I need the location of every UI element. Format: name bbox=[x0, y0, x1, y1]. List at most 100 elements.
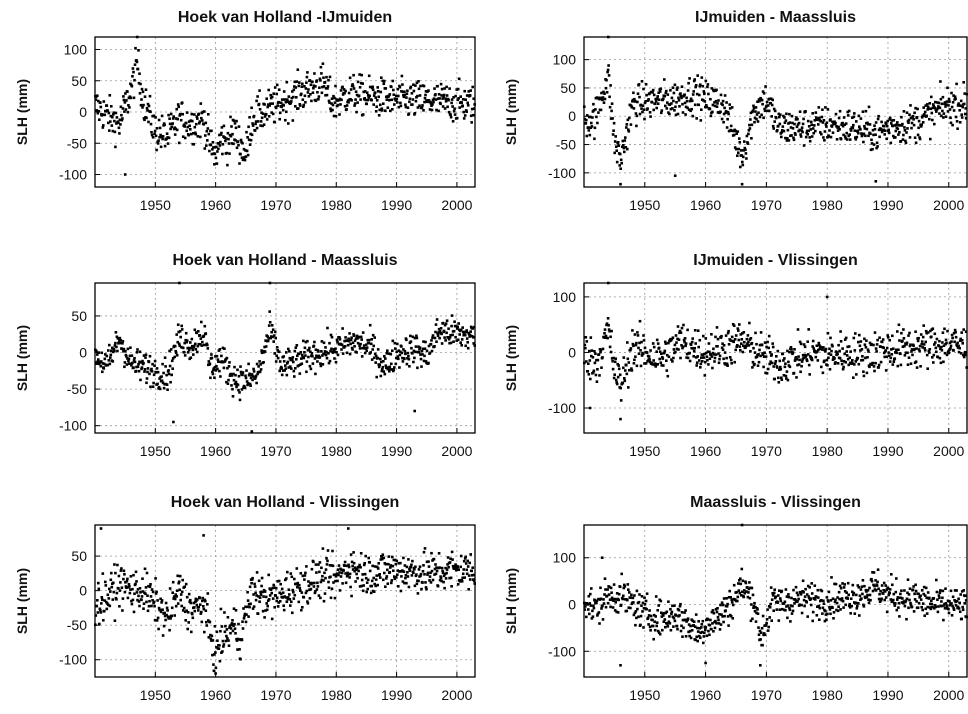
y-tick-label: -100 bbox=[59, 418, 87, 434]
data-point bbox=[174, 351, 178, 355]
data-point bbox=[846, 357, 850, 361]
data-point bbox=[696, 630, 700, 633]
data-point bbox=[945, 341, 948, 345]
data-point bbox=[349, 553, 353, 556]
data-point bbox=[351, 341, 355, 345]
data-point bbox=[877, 587, 880, 591]
data-point bbox=[415, 334, 418, 338]
data-point bbox=[614, 145, 618, 148]
data-point bbox=[919, 365, 922, 368]
data-point bbox=[829, 353, 833, 356]
data-point bbox=[297, 364, 301, 367]
data-point bbox=[408, 365, 411, 368]
data-point bbox=[258, 600, 261, 603]
data-point bbox=[914, 589, 918, 593]
data-point bbox=[778, 359, 782, 363]
data-point bbox=[168, 122, 172, 126]
y-axis-label: SLH (mm) bbox=[503, 568, 519, 634]
data-point bbox=[871, 147, 874, 151]
data-point bbox=[438, 566, 441, 569]
data-point bbox=[395, 97, 399, 101]
data-point bbox=[922, 592, 925, 596]
data-point bbox=[596, 121, 599, 125]
data-point bbox=[133, 63, 137, 66]
data-point bbox=[953, 599, 956, 602]
data-point bbox=[232, 624, 235, 627]
data-point bbox=[387, 555, 391, 558]
data-point bbox=[784, 609, 787, 612]
data-point bbox=[904, 139, 907, 143]
data-point bbox=[337, 573, 340, 577]
data-point bbox=[698, 84, 702, 88]
data-point bbox=[269, 335, 273, 338]
data-point bbox=[868, 123, 872, 126]
data-point bbox=[386, 367, 390, 371]
data-point bbox=[309, 587, 313, 591]
plot-frame bbox=[94, 282, 476, 434]
data-point bbox=[870, 363, 874, 366]
y-tick-label: 100 bbox=[553, 289, 577, 305]
data-point bbox=[415, 573, 418, 576]
data-point bbox=[662, 97, 665, 100]
data-point bbox=[652, 93, 656, 97]
data-point bbox=[870, 342, 873, 346]
data-point bbox=[585, 118, 588, 122]
data-point bbox=[854, 136, 857, 139]
data-point bbox=[783, 600, 787, 604]
data-point bbox=[185, 609, 188, 612]
data-point bbox=[771, 98, 774, 102]
data-point bbox=[199, 102, 203, 105]
data-point bbox=[234, 126, 238, 130]
data-point bbox=[685, 99, 689, 103]
data-point bbox=[919, 594, 922, 598]
data-point bbox=[336, 568, 340, 571]
data-point bbox=[656, 102, 660, 105]
data-point bbox=[838, 584, 842, 588]
data-point bbox=[678, 604, 682, 608]
data-point bbox=[899, 363, 903, 367]
data-point bbox=[606, 588, 609, 591]
data-point bbox=[632, 362, 636, 365]
data-point bbox=[902, 110, 906, 113]
data-point bbox=[252, 367, 255, 371]
data-point bbox=[770, 353, 773, 356]
data-point bbox=[590, 125, 594, 128]
data-point bbox=[701, 360, 704, 363]
data-point bbox=[403, 581, 406, 585]
data-point bbox=[790, 134, 793, 137]
data-point bbox=[678, 105, 681, 108]
data-point bbox=[417, 351, 421, 354]
data-point bbox=[884, 369, 888, 372]
data-point bbox=[216, 367, 219, 371]
data-point bbox=[958, 339, 962, 342]
data-point bbox=[961, 608, 965, 612]
data-point bbox=[817, 348, 820, 352]
data-point bbox=[225, 634, 228, 638]
data-point bbox=[105, 607, 109, 611]
data-point bbox=[874, 347, 878, 350]
data-point bbox=[807, 595, 810, 598]
data-point bbox=[197, 342, 201, 346]
data-point bbox=[352, 334, 356, 337]
data-point bbox=[358, 585, 362, 588]
data-point bbox=[163, 123, 166, 127]
data-point bbox=[436, 334, 440, 338]
data-point bbox=[856, 604, 859, 608]
data-point bbox=[405, 338, 408, 342]
data-point bbox=[702, 356, 706, 359]
data-point bbox=[363, 562, 366, 565]
data-point bbox=[395, 356, 398, 360]
data-point bbox=[618, 585, 622, 589]
data-point bbox=[303, 85, 306, 88]
data-point bbox=[915, 600, 918, 603]
data-point bbox=[583, 117, 587, 121]
data-point bbox=[228, 361, 231, 364]
data-point bbox=[589, 592, 592, 596]
data-point bbox=[141, 590, 145, 593]
data-point bbox=[626, 583, 630, 586]
data-point bbox=[954, 115, 958, 119]
data-point bbox=[807, 363, 811, 367]
data-point bbox=[644, 83, 648, 86]
data-point bbox=[763, 351, 766, 354]
